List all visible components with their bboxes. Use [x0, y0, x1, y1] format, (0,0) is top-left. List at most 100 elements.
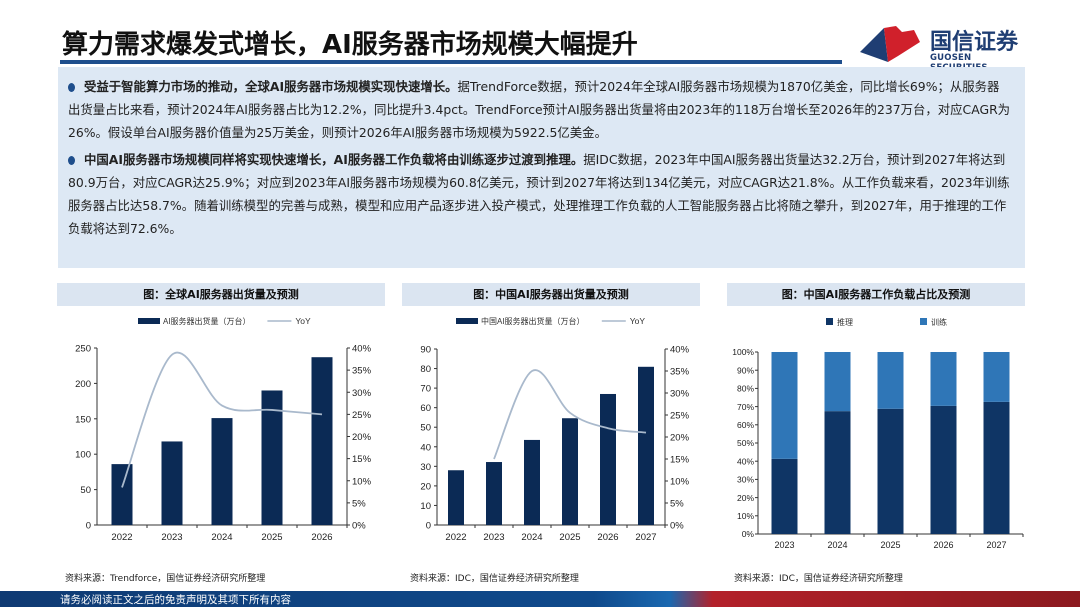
left-tick-label: 80: [420, 364, 431, 375]
x-tick-label: 2023: [161, 532, 182, 543]
bar-2022: [448, 470, 464, 525]
bar-推理-2024: [824, 411, 851, 534]
footer-disclaimer: 请务必阅读正文之后的免责声明及其项下所有内容: [60, 594, 291, 606]
right-tick-label: 20%: [352, 432, 372, 443]
bar-推理-2025: [877, 408, 904, 534]
y-tick-label: 20%: [737, 493, 754, 503]
x-tick-label: 2024: [521, 532, 542, 543]
page-title: 算力需求爆发式增长，AI服务器市场规模大幅提升: [62, 30, 638, 60]
x-tick-label: 2027: [635, 532, 656, 543]
y-tick-label: 40%: [737, 456, 754, 466]
title-divider: [60, 60, 842, 64]
left-tick-label: 0: [86, 521, 91, 532]
right-tick-label: 15%: [670, 455, 690, 466]
bar-训练-2024: [824, 352, 851, 412]
right-tick-label: 40%: [352, 344, 372, 355]
x-tick-label: 2025: [559, 532, 580, 543]
bar-2025: [562, 418, 578, 525]
left-tick-label: 200: [75, 379, 91, 390]
bullet-icon: [68, 83, 75, 92]
legend-label-line: YoY: [295, 316, 311, 326]
y-tick-label: 10%: [737, 511, 754, 521]
bar-2024: [524, 439, 540, 525]
y-tick-label: 60%: [737, 420, 754, 430]
x-tick-label: 2025: [880, 540, 900, 550]
summary-box: 受益于智能算力市场的推动，全球AI服务器市场规模实现快速增长。据TrendFor…: [58, 67, 1025, 268]
legend-swatch-bar: [456, 318, 478, 324]
right-tick-label: 25%: [670, 411, 690, 422]
left-tick-label: 70: [420, 384, 431, 395]
left-tick-label: 10: [420, 501, 431, 512]
right-tick-label: 40%: [670, 345, 690, 356]
left-tick-label: 50: [80, 485, 91, 496]
bar-训练-2025: [877, 352, 904, 409]
chart3-source: 资料来源：IDC，国信证券经济研究所整理: [734, 574, 903, 584]
left-tick-label: 50: [420, 423, 431, 434]
summary-paragraph: 中国AI服务器市场规模同样将实现快速增长，AI服务器工作负载将由训练逐步过渡到推…: [68, 148, 1011, 240]
chart2-title: 图：中国AI服务器出货量及预测: [402, 283, 700, 306]
right-tick-label: 20%: [670, 433, 690, 444]
y-tick-label: 0%: [742, 529, 755, 539]
bar-推理-2026: [930, 405, 957, 534]
company-logo: 国信证券 GUOSEN SECURITIES: [858, 22, 1028, 73]
bar-推理-2023: [771, 458, 798, 534]
paragraph-lead: 受益于智能算力市场的推动，全球AI服务器市场规模实现快速增长。: [84, 79, 458, 94]
logo-text-cn: 国信证券: [930, 30, 1019, 55]
bar-2026: [600, 393, 616, 525]
x-tick-label: 2026: [597, 532, 618, 543]
left-tick-label: 250: [75, 344, 91, 355]
paragraph-lead: 中国AI服务器市场规模同样将实现快速增长，AI服务器工作负载将由训练逐步过渡到推…: [84, 152, 584, 167]
left-tick-label: 60: [420, 403, 431, 414]
bar-2027: [638, 366, 654, 525]
bar-推理-2027: [983, 401, 1010, 534]
chart3-title: 图：中国AI服务器工作负载占比及预测: [727, 283, 1025, 306]
right-tick-label: 15%: [352, 454, 372, 465]
bar-2024: [211, 418, 233, 525]
bullet-icon: [68, 156, 75, 165]
right-tick-label: 0%: [352, 521, 366, 532]
china-shipments-chart: 中国AI服务器出货量（万台） YoY 0 10 20 30 40 50 60 70 80 90 0% 5%…: [420, 316, 690, 543]
left-tick-label: 100: [75, 450, 91, 461]
x-tick-label: 2023: [483, 532, 504, 543]
y-tick-label: 50%: [737, 438, 754, 448]
global-shipments-chart: AI服务器出货量（万台） YoY 0 50 100 150 200 250 0% 5% 10% 15%…: [75, 316, 372, 543]
x-tick-label: 2024: [827, 540, 847, 550]
y-tick-label: 70%: [737, 402, 754, 412]
x-tick-label: 2024: [211, 532, 232, 543]
chart2-source: 资料来源：IDC，国信证券经济研究所整理: [410, 574, 579, 584]
y-tick-label: 80%: [737, 384, 754, 394]
x-tick-label: 2025: [261, 532, 282, 543]
left-tick-label: 40: [420, 442, 431, 453]
yoy-line: [493, 369, 647, 460]
chart1-source: 资料来源：Trendforce，国信证券经济研究所整理: [65, 574, 266, 584]
bar-2022: [111, 464, 133, 525]
chart1-title: 图：全球AI服务器出货量及预测: [57, 283, 385, 306]
legend-swatch-0: [826, 318, 833, 325]
legend-label-bar: 中国AI服务器出货量（万台）: [481, 316, 585, 326]
y-tick-label: 90%: [737, 365, 754, 375]
guosen-logo-icon: [860, 26, 920, 62]
legend-label: 推理: [837, 317, 853, 327]
right-tick-label: 30%: [670, 389, 690, 400]
right-tick-label: 30%: [352, 388, 372, 399]
bar-2023: [161, 441, 183, 525]
x-tick-label: 2026: [933, 540, 953, 550]
legend-swatch-bar: [138, 318, 160, 324]
summary-paragraph: 受益于智能算力市场的推动，全球AI服务器市场规模实现快速增长。据TrendFor…: [68, 75, 1011, 144]
right-tick-label: 25%: [352, 410, 372, 421]
bar-2026: [311, 357, 333, 525]
x-tick-label: 2022: [445, 532, 466, 543]
bar-训练-2026: [930, 352, 957, 406]
china-workload-chart: 推理 训练 0% 10% 20% 30% 40% 50% 60% 70% 80% 90% 100% 202…: [732, 317, 1024, 550]
x-tick-label: 2022: [111, 532, 132, 543]
x-tick-label: 2026: [311, 532, 332, 543]
legend-label-line: YoY: [630, 316, 646, 326]
left-tick-label: 0: [426, 521, 431, 532]
paragraph-body: 据IDC数据，2023年中国AI服务器出货量达32.2万台，预计到2027年将达…: [68, 152, 1010, 236]
left-tick-label: 90: [420, 345, 431, 356]
yoy-line: [121, 351, 323, 488]
right-tick-label: 10%: [670, 477, 690, 488]
y-tick-label: 100%: [732, 347, 754, 357]
left-tick-label: 20: [420, 481, 431, 492]
legend-label: 训练: [931, 317, 947, 327]
